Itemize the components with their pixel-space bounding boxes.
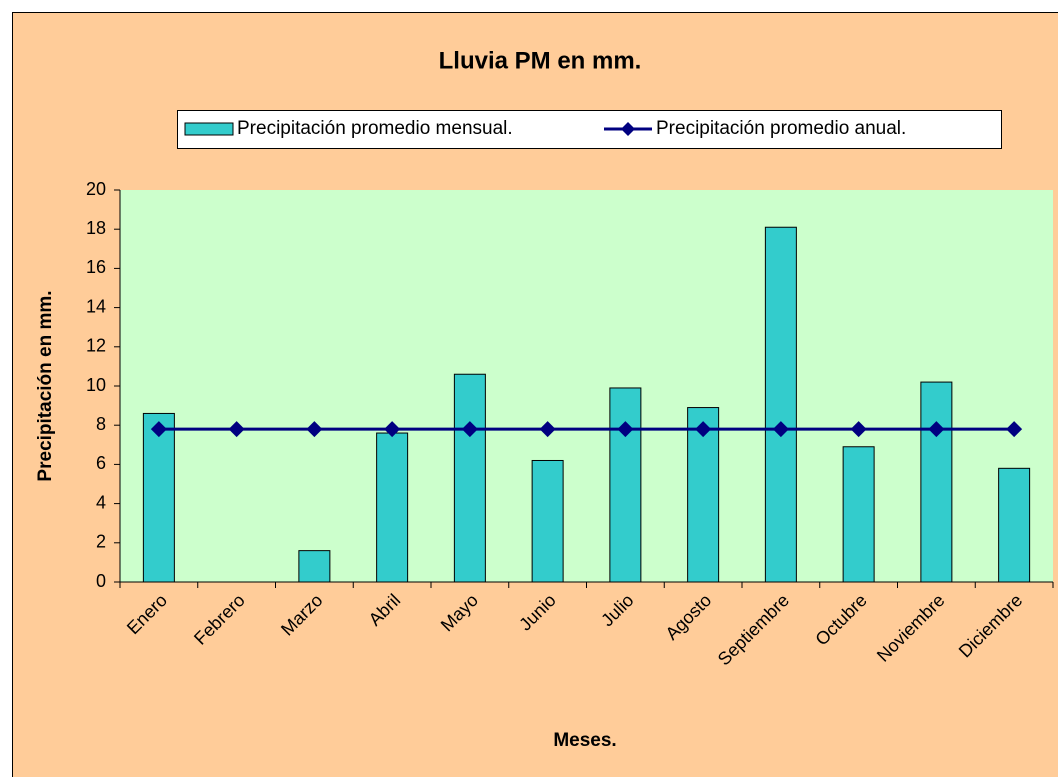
bar	[999, 468, 1030, 582]
bar	[610, 388, 641, 582]
bar	[143, 413, 174, 582]
y-axis-label: Precipitación en mm.	[35, 290, 56, 481]
chart-title: Lluvia PM en mm.	[439, 47, 642, 74]
bar	[454, 374, 485, 582]
y-tick-label: 8	[96, 414, 106, 434]
bar	[377, 433, 408, 582]
bar	[921, 382, 952, 582]
y-tick-label: 10	[86, 375, 106, 395]
y-tick-label: 12	[86, 336, 106, 356]
y-tick-label: 4	[96, 492, 106, 512]
legend-label: Precipitación promedio anual.	[656, 118, 906, 139]
bar	[765, 227, 796, 582]
y-tick-label: 0	[96, 571, 106, 591]
plot-area	[120, 190, 1053, 582]
y-tick-label: 20	[86, 179, 106, 199]
bar	[843, 447, 874, 582]
bar	[299, 551, 330, 582]
y-tick-label: 18	[86, 218, 106, 238]
y-tick-label: 14	[86, 296, 106, 316]
bar	[532, 460, 563, 582]
x-axis-label: Meses.	[553, 730, 616, 751]
y-tick-label: 2	[96, 532, 106, 552]
legend-label: Precipitación promedio mensual.	[237, 118, 513, 139]
legend-swatch	[185, 123, 233, 135]
y-tick-label: 16	[86, 257, 106, 277]
y-tick-label: 6	[96, 453, 106, 473]
